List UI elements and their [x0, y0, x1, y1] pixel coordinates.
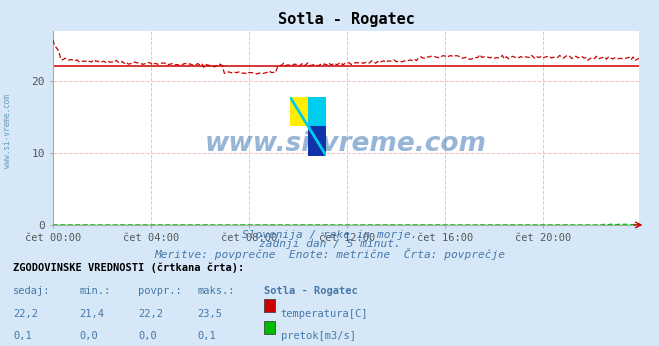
Bar [308, 97, 326, 126]
Text: 22,2: 22,2 [138, 309, 163, 319]
Text: temperatura[C]: temperatura[C] [281, 309, 368, 319]
Text: Sotla - Rogatec: Sotla - Rogatec [264, 286, 357, 297]
Text: zadnji dan / 5 minut.: zadnji dan / 5 minut. [258, 239, 401, 249]
Text: min.:: min.: [79, 286, 110, 297]
Text: Meritve: povprečne  Enote: metrične  Črta: povprečje: Meritve: povprečne Enote: metrične Črta:… [154, 248, 505, 261]
Text: 22,2: 22,2 [13, 309, 38, 319]
Text: 21,4: 21,4 [79, 309, 104, 319]
Text: www.si-vreme.com: www.si-vreme.com [3, 94, 13, 169]
Text: Slovenija / reke in morje.: Slovenija / reke in morje. [242, 230, 417, 240]
Text: 0,0: 0,0 [79, 331, 98, 342]
Text: 0,0: 0,0 [138, 331, 157, 342]
Text: maks.:: maks.: [198, 286, 235, 297]
Text: povpr.:: povpr.: [138, 286, 182, 297]
Text: 0,1: 0,1 [13, 331, 32, 342]
Text: ZGODOVINSKE VREDNOSTI (črtkana črta):: ZGODOVINSKE VREDNOSTI (črtkana črta): [13, 263, 244, 273]
Title: Sotla - Rogatec: Sotla - Rogatec [277, 12, 415, 27]
Bar [308, 126, 326, 156]
Text: sedaj:: sedaj: [13, 286, 51, 297]
Text: 0,1: 0,1 [198, 331, 216, 342]
Bar [290, 97, 308, 126]
Text: pretok[m3/s]: pretok[m3/s] [281, 331, 356, 342]
Text: www.si-vreme.com: www.si-vreme.com [205, 130, 487, 156]
Text: 23,5: 23,5 [198, 309, 223, 319]
